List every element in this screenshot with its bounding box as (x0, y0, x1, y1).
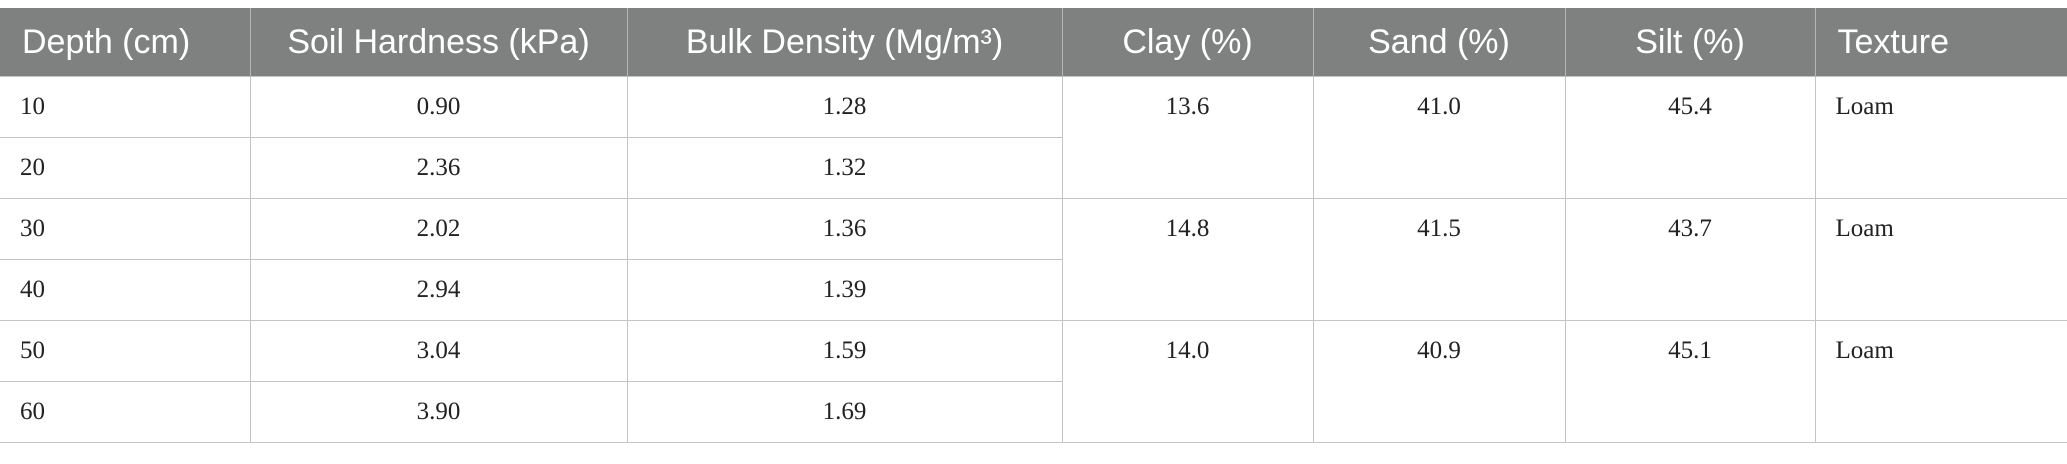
cell: 2.36 (249, 137, 628, 199)
header-cell: Silt (%) (1564, 8, 1815, 77)
merged-cell: 40.9 (1312, 320, 1566, 443)
table-container: Depth (cm) Soil Hardness (kPa) Bulk Densit… (0, 8, 2067, 443)
cell: 1.69 (626, 381, 1062, 443)
cell: 30 (0, 198, 251, 260)
cell: 1.39 (626, 259, 1062, 321)
cell: 60 (0, 381, 251, 443)
table-row: 60 3.90 1.69 (0, 381, 2067, 443)
merged-cell: 13.6 (1061, 76, 1314, 199)
cell: 1.32 (626, 137, 1062, 199)
merged-cell: 45.1 (1564, 320, 1816, 443)
merged-cell: Loam (1814, 320, 2067, 443)
header-cell: Clay (%) (1061, 8, 1313, 77)
header-cell: Depth (cm) (0, 8, 250, 77)
header-cell: Soil Hardness (kPa) (249, 8, 627, 77)
header-row: Depth (cm) Soil Hardness (kPa) Bulk Densit… (0, 8, 2067, 77)
merged-cell: 41.0 (1312, 76, 1566, 199)
merged-cell: 14.0 (1061, 320, 1314, 443)
table-row: 40 2.94 1.39 (0, 259, 2067, 321)
merged-cell: 45.4 (1564, 76, 1816, 199)
table-row: 10 0.90 1.28 13.6 41.0 45.4 Loam (0, 76, 2067, 199)
table-row: 50 3.04 1.59 14.0 40.9 45.1 Loam (0, 320, 2067, 443)
merged-cell: 43.7 (1564, 198, 1816, 321)
cell: 2.02 (249, 198, 628, 260)
header-cell: Bulk Density (Mg/m³) (626, 8, 1062, 77)
soil-table: Depth (cm) Soil Hardness (kPa) Bulk Densit… (0, 8, 2067, 443)
cell: 3.90 (249, 381, 628, 443)
cell: 50 (0, 320, 251, 382)
cell: 10 (0, 76, 251, 138)
cell: 20 (0, 137, 251, 199)
table-row: 30 2.02 1.36 14.8 41.5 43.7 Loam (0, 198, 2067, 321)
header-cell: Sand (%) (1312, 8, 1565, 77)
header-cell: Texture (1814, 8, 2067, 77)
cell: 40 (0, 259, 251, 321)
merged-cell: 41.5 (1312, 198, 1566, 321)
cell: 0.90 (249, 76, 628, 138)
cell: 2.94 (249, 259, 628, 321)
table-body: 10 0.90 1.28 13.6 41.0 45.4 Loam 20 2.36 1.32 30 2.… (0, 76, 2067, 443)
merged-cell: Loam (1814, 198, 2067, 321)
cell: 1.36 (626, 198, 1063, 260)
cell: 3.04 (249, 320, 628, 382)
table-row: 20 2.36 1.32 (0, 137, 2067, 199)
merged-cell: Loam (1814, 76, 2067, 199)
cell: 1.28 (626, 76, 1063, 138)
cell: 1.59 (626, 320, 1063, 382)
merged-cell: 14.8 (1061, 198, 1314, 321)
